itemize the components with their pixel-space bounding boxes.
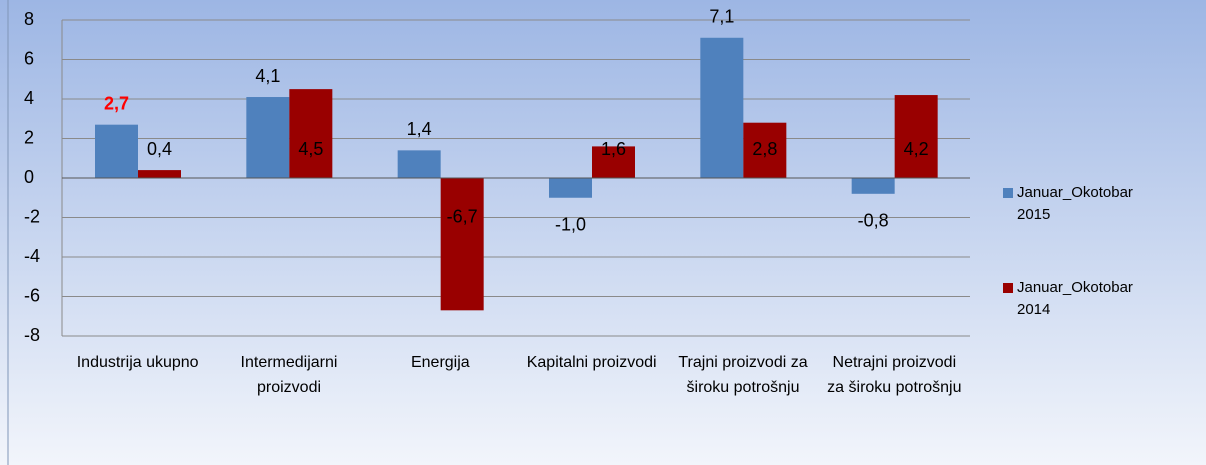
y-tick-label: -8: [24, 325, 40, 345]
bar: [894, 95, 938, 178]
x-tick-label: Industrija ukupno: [76, 354, 199, 371]
y-tick-label: 6: [24, 48, 34, 68]
y-tick-label: 2: [24, 127, 34, 147]
data-label: -1,0: [555, 215, 586, 235]
data-label: 4,5: [298, 139, 323, 159]
y-tick-label: -4: [24, 246, 40, 266]
bar: [138, 170, 181, 178]
y-tick-label: 8: [24, 9, 34, 29]
bar: [851, 178, 895, 194]
bar: [700, 37, 744, 179]
bar: [743, 122, 787, 178]
data-label: 4,1: [255, 66, 280, 86]
legend-label: Januar_Okotobar 2015: [1017, 184, 1133, 223]
bar: [549, 178, 592, 198]
data-label: 4,2: [904, 139, 929, 159]
x-tick-label: Kapitalni proizvodi: [526, 354, 657, 371]
data-label: 7,1: [709, 7, 734, 27]
data-label: 1,4: [407, 119, 432, 139]
y-tick-label: -2: [24, 206, 40, 226]
legend-label: Januar_Okotobar 2014: [1017, 279, 1133, 318]
data-label: 1,6: [601, 139, 626, 159]
legend-swatch: [1003, 188, 1013, 198]
bar: [397, 150, 441, 178]
x-tick-label: Netrajni proizvodi za široku potrošnju: [827, 354, 962, 396]
bar: [289, 89, 333, 178]
data-label: 2,8: [752, 139, 777, 159]
legend-swatch: [1003, 283, 1013, 293]
data-label: -6,7: [447, 206, 478, 226]
bar: [95, 124, 138, 178]
data-label: 0,4: [147, 139, 172, 159]
bar: [246, 97, 290, 178]
y-tick-label: 4: [24, 88, 34, 108]
data-label: 2,7: [104, 93, 129, 113]
bar: [440, 178, 484, 311]
x-tick-label: Energija: [410, 354, 470, 371]
x-tick-label: Intermedijarni proizvodi: [240, 354, 338, 396]
data-label: -0,8: [858, 211, 889, 231]
y-tick-label: 0: [24, 167, 34, 187]
bar: [592, 146, 635, 178]
x-tick-label: Trajni proizvodi za široku potrošnju: [678, 354, 808, 396]
y-tick-label: -6: [24, 285, 40, 305]
